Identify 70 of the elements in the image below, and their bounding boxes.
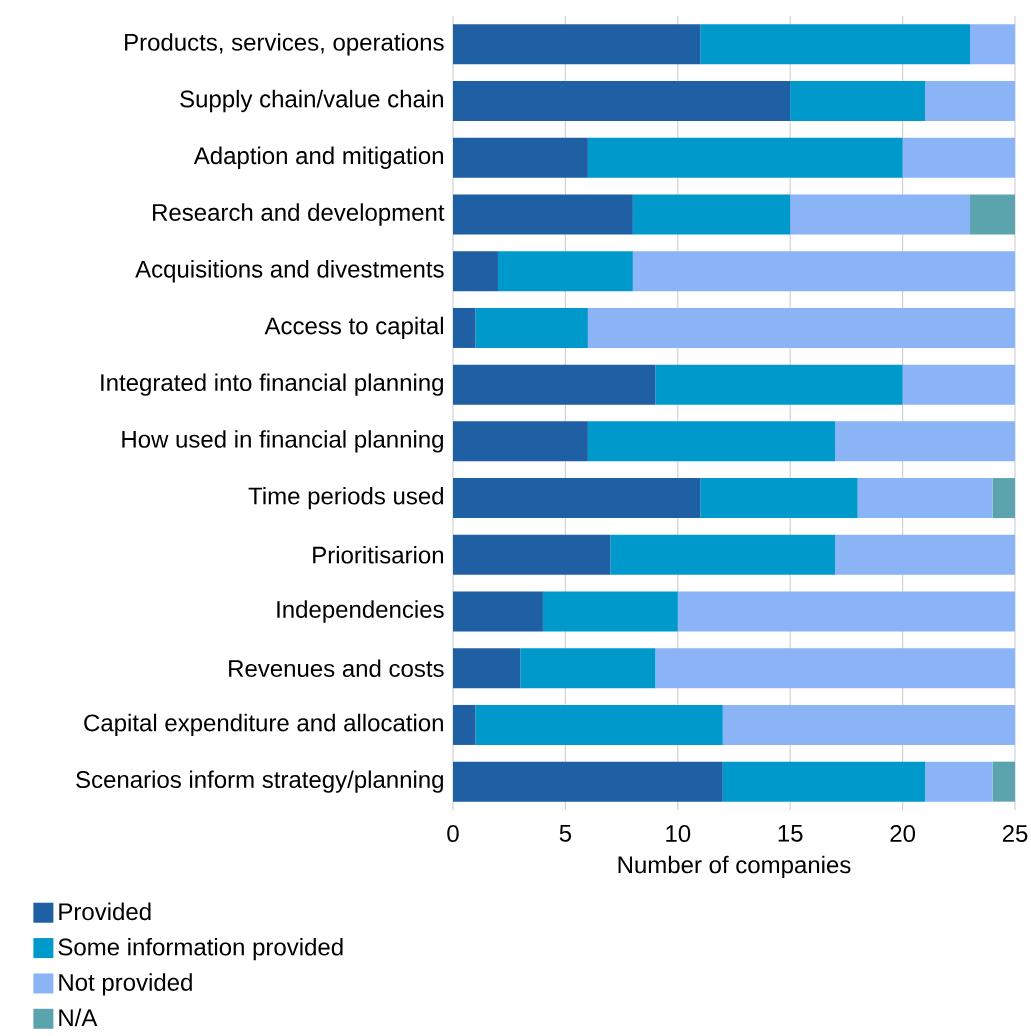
bar xyxy=(970,24,1015,65)
bar xyxy=(722,704,1015,745)
bar xyxy=(453,194,633,235)
x-tick-label: 0 xyxy=(447,825,459,843)
bar xyxy=(722,761,926,802)
bar xyxy=(542,591,678,632)
y-tick-label: Acquisitions and divestments xyxy=(135,260,444,283)
bar xyxy=(835,534,1015,575)
bar xyxy=(857,478,993,519)
bar xyxy=(453,478,701,519)
bar xyxy=(453,648,521,689)
x-tick-label: 15 xyxy=(778,825,803,842)
x-tick-label: 5 xyxy=(559,825,572,842)
bar xyxy=(453,591,543,632)
bar xyxy=(610,534,836,575)
bar xyxy=(453,534,611,575)
bar xyxy=(453,81,791,122)
y-tick-label: Revenues and costs xyxy=(229,659,444,678)
y-tick-label: Independencies xyxy=(277,600,444,623)
bar xyxy=(453,307,476,348)
legend-label: Provided xyxy=(59,902,151,921)
bar xyxy=(475,704,723,745)
y-tick-label: Adaption and mitigation xyxy=(193,146,443,169)
bar xyxy=(587,137,903,178)
legend-label: Some information provided xyxy=(58,937,343,961)
bar xyxy=(520,648,656,689)
bar xyxy=(632,194,791,235)
y-tick-label: Prioritisarion xyxy=(313,545,444,564)
bar xyxy=(453,24,701,65)
bar xyxy=(970,194,1015,235)
y-tick-label: Time periods used xyxy=(248,486,444,510)
bar xyxy=(655,364,903,405)
bar xyxy=(453,704,476,745)
bar xyxy=(790,81,926,122)
bar xyxy=(453,251,498,292)
bar xyxy=(700,478,858,519)
bar xyxy=(992,761,1015,802)
y-tick-label: Supply chain/value chain xyxy=(180,89,443,113)
bar xyxy=(790,194,971,235)
legend-label: Not provided xyxy=(59,973,192,996)
bar xyxy=(902,137,1015,178)
bar xyxy=(453,761,723,802)
bar xyxy=(587,307,1015,348)
bar xyxy=(677,591,1015,632)
bar xyxy=(587,421,836,462)
x-axis-title: Number of companies xyxy=(618,855,851,879)
bar xyxy=(497,251,633,292)
y-tick-label: Research and development xyxy=(153,203,445,226)
y-tick-label: Capital expenditure and allocation xyxy=(84,713,443,737)
bar xyxy=(475,307,588,348)
y-tick-label: Products, services, operations xyxy=(125,33,444,56)
bar xyxy=(453,364,656,405)
legend-label: N/A xyxy=(59,1008,98,1027)
bar xyxy=(453,137,588,178)
bar xyxy=(925,761,993,802)
bar xyxy=(835,421,1015,462)
y-tick-label: How used in financial planning xyxy=(122,430,443,453)
bar xyxy=(925,81,1015,122)
y-tick-label: Integrated into financial planning xyxy=(101,373,443,396)
x-tick-label: 20 xyxy=(890,825,915,843)
y-tick-label: Access to capital xyxy=(264,316,443,340)
bar xyxy=(902,364,1015,405)
y-tick-label: Scenarios inform strategy/planning xyxy=(76,770,443,793)
bar xyxy=(632,251,1015,292)
x-tick-label: 25 xyxy=(1002,825,1028,843)
bar xyxy=(700,24,971,65)
x-tick-label: 10 xyxy=(666,825,691,843)
bar xyxy=(992,478,1015,519)
bar xyxy=(453,421,588,462)
bar xyxy=(655,648,1015,689)
